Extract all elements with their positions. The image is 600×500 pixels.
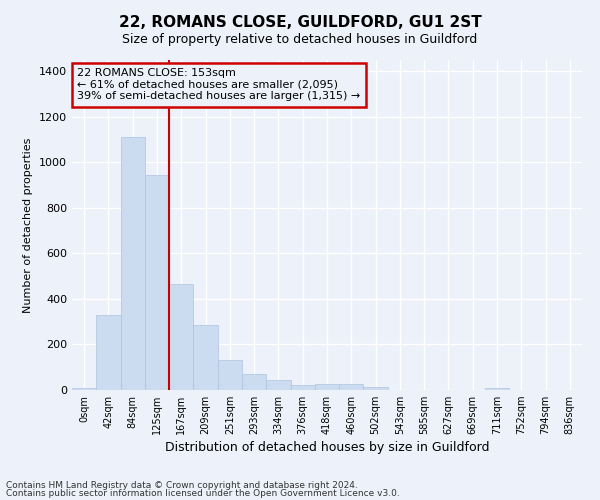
Bar [169,284,193,390]
Text: Contains HM Land Registry data © Crown copyright and database right 2024.: Contains HM Land Registry data © Crown c… [6,480,358,490]
Bar [485,388,509,390]
Bar [193,325,218,390]
Text: Contains public sector information licensed under the Open Government Licence v3: Contains public sector information licen… [6,489,400,498]
Bar [145,175,169,390]
Bar [218,360,242,390]
X-axis label: Distribution of detached houses by size in Guildford: Distribution of detached houses by size … [165,442,489,454]
Bar [72,388,96,390]
Bar [339,384,364,390]
Bar [290,385,315,390]
Y-axis label: Number of detached properties: Number of detached properties [23,138,34,312]
Text: Size of property relative to detached houses in Guildford: Size of property relative to detached ho… [122,32,478,46]
Text: 22, ROMANS CLOSE, GUILDFORD, GU1 2ST: 22, ROMANS CLOSE, GUILDFORD, GU1 2ST [119,15,481,30]
Bar [364,386,388,390]
Bar [96,315,121,390]
Text: 22 ROMANS CLOSE: 153sqm
← 61% of detached houses are smaller (2,095)
39% of semi: 22 ROMANS CLOSE: 153sqm ← 61% of detache… [77,68,361,102]
Bar [121,138,145,390]
Bar [266,380,290,390]
Bar [315,384,339,390]
Bar [242,374,266,390]
